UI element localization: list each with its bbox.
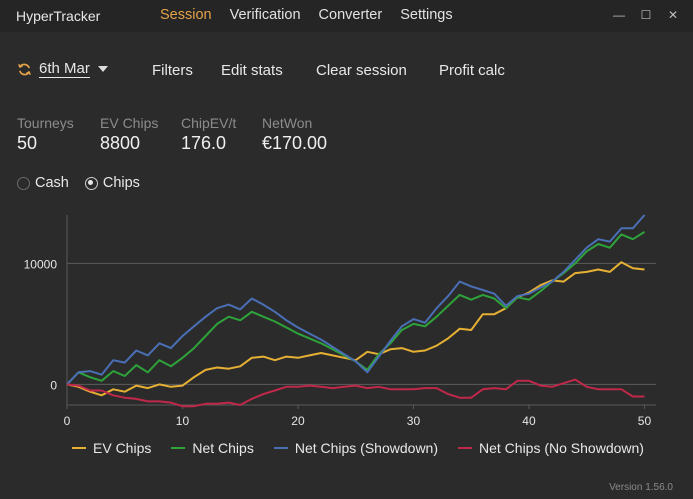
chart-legend: EV Chips Net Chips Net Chips (Showdown) … (72, 440, 664, 456)
stat-tourneys: Tourneys 50 (17, 115, 100, 154)
legend-swatch (72, 447, 86, 449)
filters-button[interactable]: Filters (152, 62, 193, 79)
x-tick-label: 10 (176, 414, 190, 428)
radio-chips[interactable]: Chips (84, 175, 140, 191)
radio-label: Cash (35, 175, 69, 191)
legend-label: Net Chips (192, 440, 254, 456)
legend-label: Net Chips (No Showdown) (479, 440, 644, 456)
legend-ev-chips[interactable]: EV Chips (72, 440, 151, 456)
toolbar: 6th Mar Filters Edit stats Clear session… (0, 58, 693, 86)
app-title: HyperTracker (16, 8, 101, 24)
stat-ev-chips: EV Chips 8800 (100, 115, 181, 154)
mode-toggle: Cash Chips (17, 175, 156, 191)
x-tick-label: 0 (64, 414, 71, 428)
stat-value: €170.00 (262, 133, 328, 153)
stat-label: NetWon (262, 115, 313, 131)
clear-session-button[interactable]: Clear session (316, 62, 407, 79)
title-bar: HyperTracker Session Verification Conver… (0, 0, 693, 32)
x-tick-label: 50 (638, 414, 652, 428)
main-nav: Session Verification Converter Settings (160, 7, 471, 23)
radio-circle-checked (84, 176, 98, 190)
legend-label: EV Chips (93, 440, 152, 456)
y-tick-label: 10000 (24, 257, 58, 271)
nav-session[interactable]: Session (160, 7, 212, 23)
series-line-net-chips-showdown (66, 214, 646, 386)
nav-settings[interactable]: Settings (400, 7, 453, 23)
x-tick-label: 30 (407, 414, 421, 428)
legend-net-chips-no-showdown[interactable]: Net Chips (No Showdown) (458, 440, 644, 456)
stat-value: 176.0 (181, 133, 227, 153)
stat-value: 8800 (100, 133, 141, 153)
stat-value: 50 (17, 133, 38, 153)
stat-label: ChipEV/t (181, 115, 237, 131)
legend-label: Net Chips (Showdown) (294, 440, 438, 456)
series-line-ev-chips (66, 261, 645, 397)
legend-swatch (458, 447, 472, 449)
nav-converter[interactable]: Converter (318, 7, 383, 23)
stat-label: Tourneys (17, 115, 74, 131)
chevron-down-icon (97, 66, 108, 72)
stat-netwon: NetWon €170.00 (262, 115, 352, 154)
stat-label: EV Chips (100, 115, 159, 131)
radio-circle (17, 176, 30, 190)
maximize-icon[interactable]: ☐ (640, 8, 652, 22)
x-tick-label: 20 (291, 414, 305, 428)
session-stats: Tourneys 50 EV Chips 8800 ChipEV/t 176.0… (17, 115, 352, 154)
minimize-icon[interactable]: — (613, 8, 625, 22)
session-chart: 0 10000 0 10 20 30 40 50 (24, 214, 656, 428)
legend-swatch (171, 447, 186, 449)
legend-net-chips-showdown[interactable]: Net Chips (Showdown) (273, 440, 438, 456)
date-label: 6th Mar (39, 60, 90, 78)
radio-label: Chips (102, 175, 140, 191)
x-tick-label: 40 (522, 414, 536, 428)
legend-net-chips[interactable]: Net Chips (171, 440, 254, 456)
edit-stats-button[interactable]: Edit stats (221, 62, 283, 79)
close-icon[interactable]: ✕ (667, 8, 679, 22)
stat-chipev-per-tourney: ChipEV/t 176.0 (181, 115, 262, 154)
version-label: Version 1.56.0 (609, 482, 673, 493)
series-line-net-chips-no-showdown (66, 378, 645, 408)
y-tick-label: 0 (50, 378, 57, 392)
refresh-icon (18, 63, 31, 75)
legend-swatch (273, 447, 288, 449)
nav-verification[interactable]: Verification (229, 7, 301, 23)
profit-calc-button[interactable]: Profit calc (439, 62, 505, 79)
radio-cash[interactable]: Cash (17, 175, 69, 191)
date-picker[interactable]: 6th Mar (17, 60, 108, 78)
